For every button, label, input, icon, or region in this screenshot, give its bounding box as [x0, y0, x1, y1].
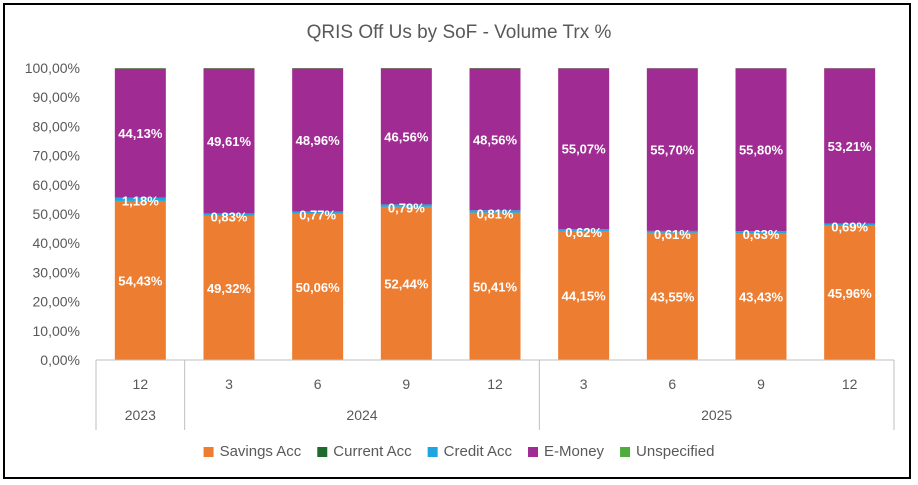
bar-segment [203, 68, 255, 69]
data-label: 53,21% [828, 139, 873, 154]
x-tick-label: 3 [225, 376, 233, 392]
bar-segment [735, 68, 787, 232]
data-label: 0,77% [299, 207, 336, 222]
bar-segment [558, 68, 610, 230]
data-label: 0,61% [654, 227, 691, 242]
data-label: 55,80% [739, 143, 784, 158]
chart-title: QRIS Off Us by SoF - Volume Trx % [307, 22, 612, 43]
x-axis: 12 3 6 9 12 3 6 9 12 2023 2024 2025 [95, 359, 895, 430]
bar-segment [824, 223, 876, 226]
bar-segment [292, 211, 344, 214]
data-label: 45,96% [828, 286, 873, 301]
x-tick-label: 6 [314, 376, 322, 392]
x-tick-label: 12 [133, 376, 149, 392]
bar-segment [558, 229, 610, 231]
data-label: 52,44% [384, 276, 429, 291]
bar-segment [646, 68, 698, 231]
bar-segment [292, 213, 344, 360]
data-label: 43,55% [650, 289, 695, 304]
data-label: 0,69% [831, 220, 868, 235]
data-label: 0,79% [388, 200, 425, 215]
x-tick-label: 12 [487, 376, 503, 392]
data-label: 54,43% [118, 274, 163, 289]
data-label: 43,43% [739, 290, 784, 305]
bar-segment [380, 204, 432, 207]
data-label: 0,62% [565, 225, 602, 240]
data-label: 49,61% [207, 134, 252, 149]
x-tick-label: 12 [842, 376, 858, 392]
x-tick-label: 3 [580, 376, 588, 392]
data-label: 55,07% [562, 142, 607, 157]
y-tick-label: 100,00% [25, 60, 80, 76]
bar-segment [114, 68, 166, 69]
data-label: 0,81% [477, 206, 514, 221]
data-label: 1,18% [122, 193, 159, 208]
x-group-label: 2023 [125, 407, 156, 423]
x-tick-label: 9 [402, 376, 410, 392]
y-tick-label: 90,00% [33, 89, 80, 105]
legend: Savings Acc Current Acc Credit Acc E-Money U… [203, 443, 714, 460]
y-tick-label: 0,00% [40, 352, 80, 368]
legend-label: Current Acc [333, 443, 412, 460]
data-label: 44,15% [562, 289, 607, 304]
y-tick-label: 20,00% [33, 294, 80, 310]
y-tick-label: 50,00% [33, 206, 80, 222]
bar-segment [824, 225, 876, 360]
legend-label: E-Money [544, 443, 605, 460]
bars: 54,43% 1,18% 44,13% 49,32% 0,83% 49,61% 50,06%… [114, 68, 876, 360]
data-label: 0,83% [211, 209, 248, 224]
y-tick-label: 40,00% [33, 235, 80, 251]
legend-label: Credit Acc [444, 443, 513, 460]
data-label: 55,70% [650, 143, 695, 158]
data-label: 49,32% [207, 281, 252, 296]
y-tick-label: 60,00% [33, 177, 80, 193]
bar-segment [292, 68, 344, 212]
bar-segment [114, 68, 166, 198]
legend-swatch [620, 447, 631, 457]
data-label: 48,56% [473, 132, 518, 147]
bar-segment [203, 213, 255, 216]
y-tick-label: 80,00% [33, 118, 80, 134]
legend-label: Unspecified [636, 443, 714, 460]
bar-segment [380, 206, 432, 360]
x-group-label: 2025 [701, 407, 732, 423]
data-label: 50,41% [473, 279, 518, 294]
bar-segment [735, 231, 787, 234]
legend-label: Savings Acc [220, 443, 302, 460]
x-tick-label: 6 [668, 376, 676, 392]
y-tick-label: 30,00% [33, 264, 80, 280]
legend-swatch [203, 447, 214, 457]
bar-segment [114, 197, 166, 201]
bar-segment [558, 231, 610, 360]
bar-segment [469, 212, 521, 360]
bar-segment [380, 68, 432, 205]
bar-segment [735, 233, 787, 360]
bar-segment [469, 68, 521, 211]
data-label: 0,63% [743, 227, 780, 242]
bar-segment [646, 232, 698, 360]
legend-swatch [317, 447, 328, 457]
data-label: 44,13% [118, 126, 163, 141]
bar-segment [114, 201, 166, 360]
y-tick-label: 70,00% [33, 148, 80, 164]
bar-segment [203, 215, 255, 360]
y-tick-label: 10,00% [33, 323, 80, 339]
bar-segment [203, 68, 255, 214]
legend-swatch [427, 447, 438, 457]
bar-segment [469, 210, 521, 213]
bar-segment [824, 68, 876, 224]
x-tick-label: 9 [757, 376, 765, 392]
data-label: 48,96% [296, 133, 341, 148]
x-group-label: 2024 [346, 407, 377, 423]
bar-segment [646, 230, 698, 233]
data-label: 46,56% [384, 129, 429, 144]
y-axis: 0,00% 10,00% 20,00% 30,00% 40,00% 50,00% 60,00… [25, 60, 80, 368]
legend-swatch [528, 447, 539, 457]
data-label: 50,06% [296, 280, 341, 295]
